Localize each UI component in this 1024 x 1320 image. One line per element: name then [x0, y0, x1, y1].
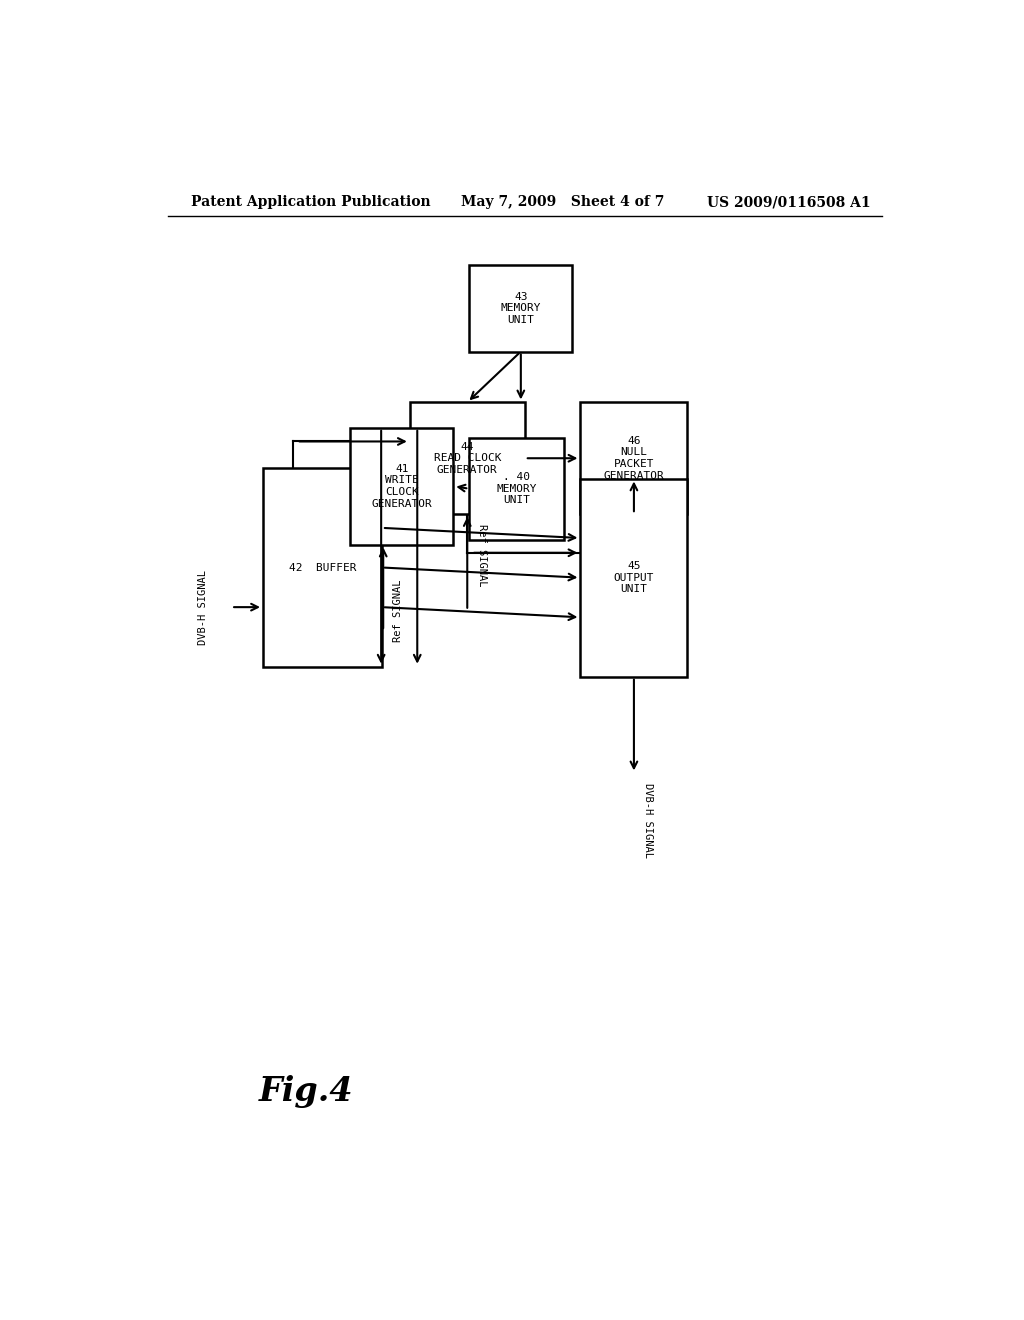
- Text: 43
MEMORY
UNIT: 43 MEMORY UNIT: [501, 292, 541, 325]
- Bar: [469, 265, 572, 351]
- Text: . 40
MEMORY
UNIT: . 40 MEMORY UNIT: [497, 473, 538, 506]
- Text: US 2009/0116508 A1: US 2009/0116508 A1: [708, 195, 871, 209]
- Text: DVB-H SIGNAL: DVB-H SIGNAL: [199, 570, 209, 644]
- Text: 41
WRITE
CLOCK
GENERATOR: 41 WRITE CLOCK GENERATOR: [372, 463, 432, 508]
- Bar: [581, 479, 687, 677]
- Text: May 7, 2009   Sheet 4 of 7: May 7, 2009 Sheet 4 of 7: [461, 195, 665, 209]
- Bar: [410, 403, 525, 515]
- Text: 45
OUTPUT
UNIT: 45 OUTPUT UNIT: [613, 561, 654, 594]
- Text: Fig.4: Fig.4: [259, 1074, 353, 1107]
- Bar: [581, 403, 687, 515]
- Bar: [469, 438, 564, 540]
- Text: 46
NULL
PACKET
GENERATOR: 46 NULL PACKET GENERATOR: [603, 436, 665, 480]
- Text: Patent Application Publication: Patent Application Publication: [191, 195, 431, 209]
- Text: 44
READ CLOCK
GENERATOR: 44 READ CLOCK GENERATOR: [433, 442, 501, 475]
- Bar: [263, 469, 382, 667]
- Text: Ref SIGNAL: Ref SIGNAL: [477, 524, 486, 587]
- Text: DVB-H SIGNAL: DVB-H SIGNAL: [643, 784, 653, 858]
- Text: 42  BUFFER: 42 BUFFER: [289, 562, 356, 573]
- Bar: [350, 428, 454, 545]
- Text: Ref SIGNAL: Ref SIGNAL: [393, 579, 402, 642]
